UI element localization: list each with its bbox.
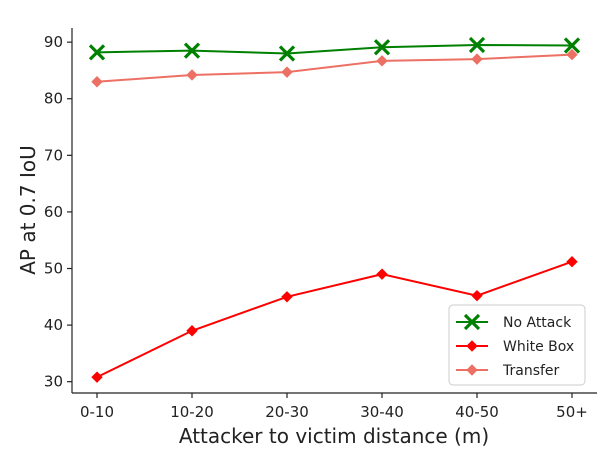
series-line-white-box: [96, 260, 573, 379]
data-point-transfer: [566, 48, 578, 61]
data-point-transfer: [376, 55, 388, 67]
x-tick-label: 0-10: [80, 403, 114, 421]
axes: [71, 28, 597, 394]
data-point-transfer: [186, 69, 198, 81]
legend-label-no-attack: No Attack: [503, 315, 572, 331]
legend-item-white-box: White Box: [456, 339, 574, 355]
data-point-no-attack: [373, 39, 391, 56]
x-tick-label: 10-20: [170, 403, 214, 421]
legend-marker-white-box: [466, 340, 478, 352]
y-tick-label: 70: [44, 146, 63, 164]
legend-box: [448, 304, 586, 386]
y-ticks: 30 40 50 60 70 80 90: [44, 33, 72, 391]
data-point-white-box: [91, 371, 103, 383]
data-point-transfer: [91, 76, 103, 88]
series-layer: [88, 36, 581, 383]
y-tick-label: 80: [44, 90, 63, 108]
data-point-no-attack: [278, 45, 296, 62]
x-tick-label: 50+: [556, 403, 588, 421]
x-axis-title: Attacker to victim distance (m): [179, 424, 489, 448]
x-ticks: 0-10 10-20 20-30 30-40 40-50 50+: [80, 393, 588, 421]
legend: No Attack White Box Transfer: [448, 304, 586, 386]
data-point-white-box: [471, 289, 483, 302]
legend-marker-no-attack: [463, 313, 481, 331]
series-line-no-attack: [96, 43, 573, 55]
y-tick-label: 30: [44, 373, 63, 391]
y-axis-title: AP at 0.7 IoU: [16, 145, 40, 275]
data-point-transfer: [281, 66, 293, 78]
legend-item-no-attack: No Attack: [456, 313, 572, 331]
y-tick-label: 40: [44, 316, 63, 334]
legend-item-transfer: Transfer: [456, 363, 560, 379]
series-no-attack: [88, 36, 581, 62]
series-white-box: [91, 256, 578, 383]
y-tick-label: 50: [44, 260, 63, 278]
x-tick-label: 20-30: [265, 403, 309, 421]
data-point-no-attack: [88, 44, 106, 61]
legend-marker-transfer: [466, 364, 478, 376]
data-point-no-attack: [563, 37, 581, 54]
data-point-white-box: [281, 291, 293, 303]
data-point-white-box: [376, 268, 388, 280]
series-transfer: [91, 48, 578, 88]
x-tick-label: 30-40: [360, 403, 404, 421]
series-line-transfer: [96, 53, 573, 83]
data-point-transfer: [471, 53, 483, 65]
legend-label-white-box: White Box: [503, 339, 574, 355]
y-tick-label: 60: [44, 203, 63, 221]
y-tick-label: 90: [44, 33, 63, 51]
data-point-no-attack: [468, 36, 486, 54]
data-point-white-box: [566, 256, 578, 268]
data-point-white-box: [186, 325, 198, 337]
data-point-no-attack: [183, 42, 201, 59]
x-tick-label: 40-50: [455, 403, 499, 421]
legend-label-transfer: Transfer: [502, 363, 560, 379]
